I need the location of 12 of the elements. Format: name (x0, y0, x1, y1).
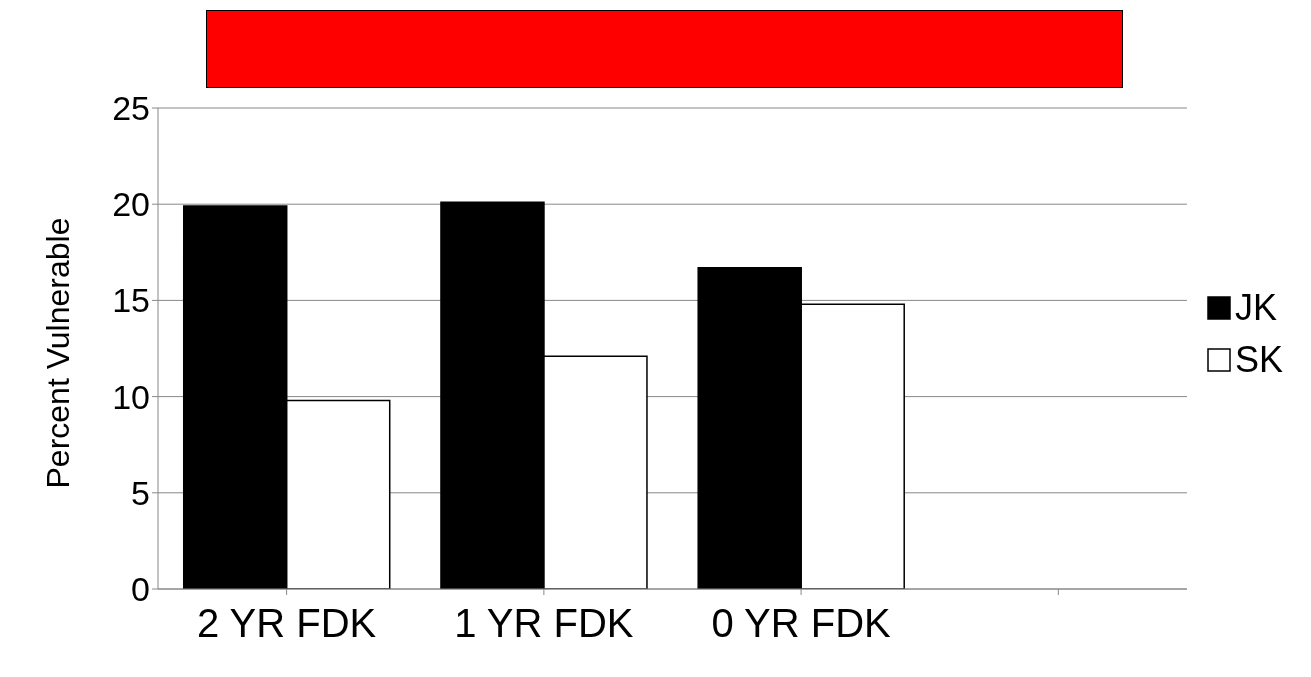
y-tick-label: 25 (112, 89, 150, 128)
x-tick-label: 0 YR FDK (711, 601, 892, 646)
y-tick-label: 10 (112, 377, 150, 416)
y-tick-label: 5 (131, 473, 150, 512)
legend-label: SK (1234, 338, 1283, 381)
legend-label: JK (1234, 286, 1277, 329)
y-axis-title: Percent Vulnerable (40, 217, 77, 489)
y-tick-label: 0 (131, 570, 150, 609)
y-tick-label: 15 (112, 281, 150, 320)
x-tick-label: 2 YR FDK (196, 601, 377, 646)
y-tick-label: 20 (112, 185, 150, 224)
x-tick-label: 1 YR FDK (454, 601, 634, 646)
